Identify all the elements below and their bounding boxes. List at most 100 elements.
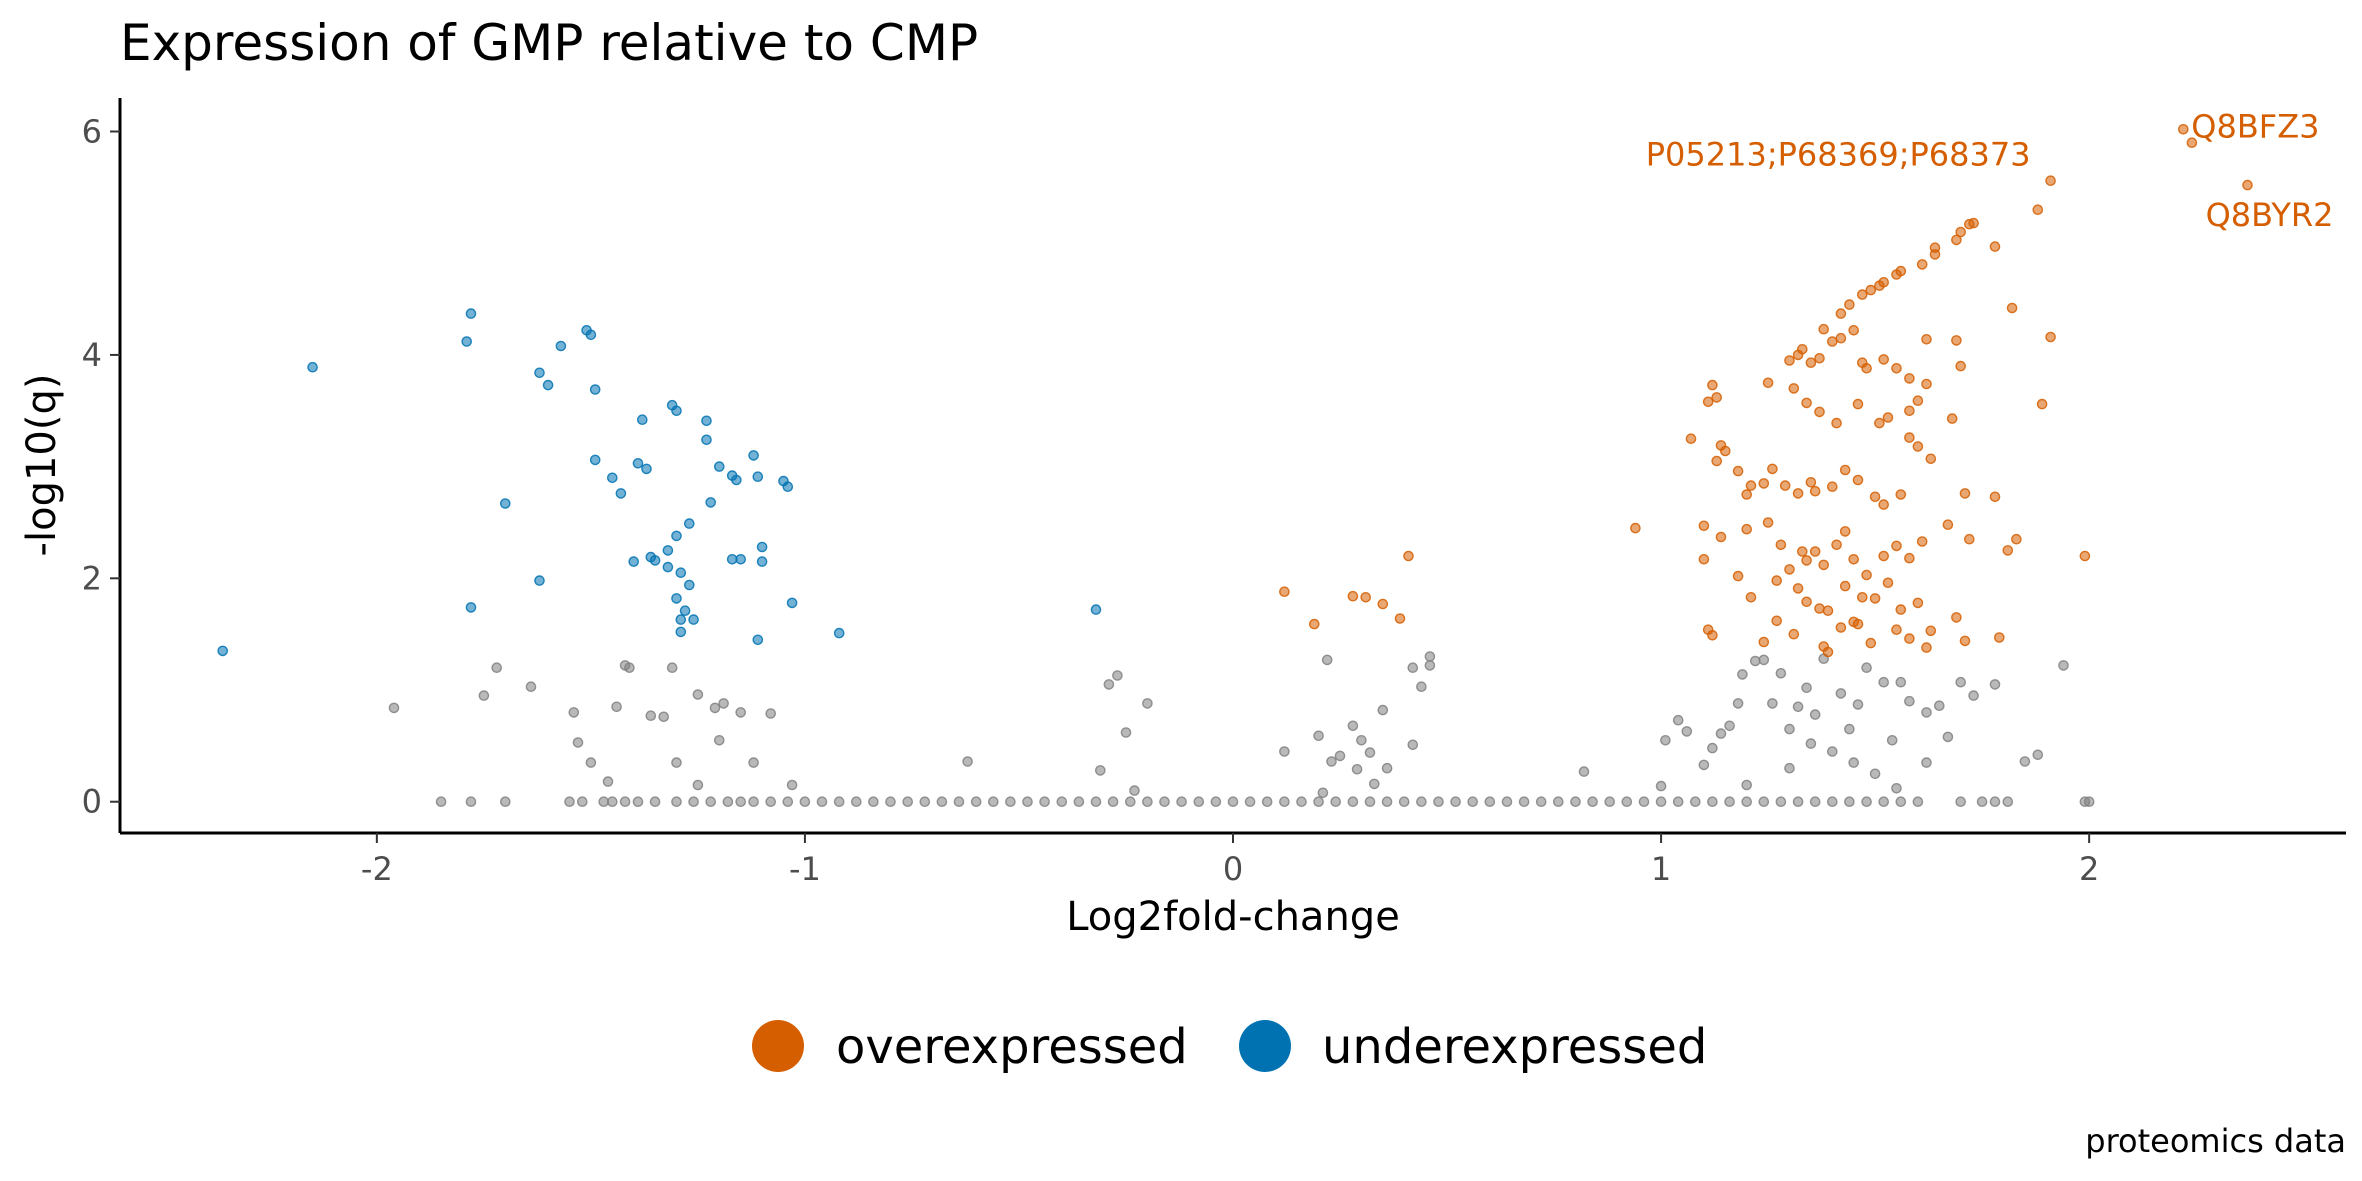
point-not-significant — [1801, 682, 1812, 694]
point-overexpressed — [1809, 546, 1821, 557]
point-underexpressed — [705, 497, 717, 508]
point-not-significant — [1638, 796, 1650, 808]
point-not-significant — [1022, 796, 1033, 808]
point-not-significant — [709, 702, 721, 714]
point-underexpressed — [585, 329, 597, 341]
point-not-significant — [572, 737, 584, 748]
point-overexpressed — [1711, 455, 1722, 467]
point-overexpressed — [1848, 324, 1859, 336]
point-overexpressed — [2177, 124, 2189, 135]
annotation-label: Q8BFZ3 — [2191, 107, 2319, 145]
y-axis-title: -log10(q) — [19, 374, 65, 557]
point-overexpressed — [2186, 137, 2198, 148]
point-not-significant — [525, 681, 537, 693]
point-not-significant — [1707, 742, 1718, 754]
point-overexpressed — [1852, 618, 1864, 630]
point-not-significant — [671, 757, 682, 768]
point-not-significant — [1955, 796, 1966, 808]
point-not-significant — [1377, 704, 1389, 716]
point-not-significant — [816, 796, 828, 808]
point-underexpressed — [701, 434, 712, 446]
point-overexpressed — [1711, 392, 1722, 403]
point-overexpressed — [1814, 406, 1825, 418]
point-not-significant — [1878, 796, 1889, 808]
point-overexpressed — [1951, 234, 1962, 246]
point-overexpressed — [1792, 349, 1804, 361]
chart-title: Expression of GMP relative to CMP — [120, 14, 978, 72]
point-underexpressed — [641, 463, 652, 475]
point-not-significant — [1279, 796, 1290, 808]
y-tick-label: 4 — [82, 336, 102, 374]
point-not-significant — [1835, 688, 1847, 699]
point-not-significant — [1535, 796, 1547, 808]
point-not-significant — [1450, 796, 1461, 808]
point-not-significant — [666, 662, 678, 674]
point-underexpressed — [714, 461, 725, 472]
point-overexpressed — [1784, 564, 1795, 575]
point-not-significant — [1976, 796, 1988, 808]
point-overexpressed — [2032, 204, 2044, 215]
point-not-significant — [885, 796, 896, 808]
point-underexpressed — [637, 414, 648, 426]
point-not-significant — [1886, 735, 1898, 746]
point-overexpressed — [1818, 559, 1829, 571]
point-not-significant — [692, 689, 704, 700]
point-not-significant — [1805, 738, 1817, 749]
point-overexpressed — [1788, 628, 1800, 640]
point-overexpressed — [1732, 465, 1744, 477]
point-overexpressed — [1861, 362, 1872, 374]
point-not-significant — [1381, 762, 1393, 774]
point-not-significant — [624, 662, 635, 674]
point-not-significant — [1279, 746, 1290, 757]
point-not-significant — [1407, 662, 1419, 674]
point-overexpressed — [2045, 331, 2056, 343]
point-overexpressed — [1779, 480, 1791, 491]
point-overexpressed — [1347, 590, 1359, 602]
point-overexpressed — [1878, 499, 1889, 510]
point-not-significant — [1518, 796, 1530, 808]
point-overexpressed — [1762, 377, 1774, 389]
point-not-significant — [1347, 796, 1359, 808]
point-not-significant — [1381, 796, 1393, 808]
point-not-significant — [1142, 698, 1153, 709]
point-overexpressed — [1394, 613, 1406, 624]
point-underexpressed — [499, 498, 511, 509]
point-overexpressed — [1792, 583, 1804, 594]
point-overexpressed — [1964, 218, 1975, 230]
point-overexpressed — [1805, 476, 1817, 488]
point-underexpressed — [735, 554, 747, 565]
point-not-significant — [1364, 747, 1376, 758]
point-not-significant — [1095, 765, 1106, 776]
point-overexpressed — [1831, 539, 1842, 551]
point-not-significant — [782, 796, 794, 808]
point-not-significant — [1334, 750, 1346, 762]
point-not-significant — [619, 796, 631, 808]
point-not-significant — [1921, 757, 1932, 768]
point-underexpressed — [756, 556, 768, 567]
point-not-significant — [1120, 727, 1132, 738]
point-underexpressed — [662, 561, 674, 573]
point-overexpressed — [1951, 335, 1962, 346]
point-not-significant — [1775, 668, 1787, 679]
point-overexpressed — [1630, 522, 1641, 534]
point-not-significant — [1317, 787, 1329, 799]
point-underexpressed — [589, 454, 601, 466]
point-overexpressed — [1818, 323, 1829, 335]
point-overexpressed — [2006, 302, 2018, 314]
point-underexpressed — [671, 405, 682, 417]
point-not-significant — [1090, 796, 1102, 808]
point-not-significant — [1321, 654, 1333, 666]
point-not-significant — [1660, 735, 1671, 746]
point-underexpressed — [607, 472, 618, 484]
point-not-significant — [598, 796, 610, 808]
point-overexpressed — [1921, 378, 1932, 390]
point-overexpressed — [1869, 491, 1881, 503]
point-overexpressed — [1788, 383, 1800, 394]
point-overexpressed — [1891, 624, 1902, 636]
point-underexpressed — [555, 340, 567, 352]
point-overexpressed — [1904, 405, 1915, 417]
point-not-significant — [435, 796, 447, 808]
point-overexpressed — [1698, 520, 1710, 532]
point-not-significant — [953, 796, 965, 808]
point-not-significant — [902, 796, 914, 808]
